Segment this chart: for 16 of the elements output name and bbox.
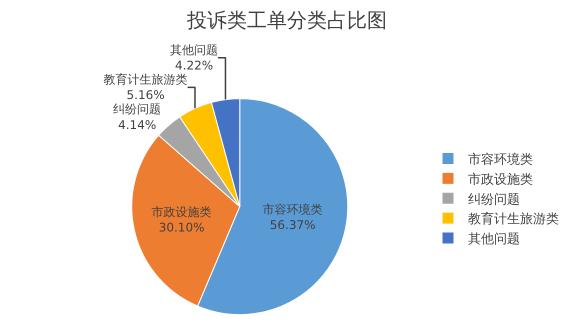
data-label: 30.10% [158, 220, 204, 235]
data-label: 4.14% [118, 118, 156, 132]
data-label: 56.37% [270, 218, 316, 232]
data-label: 5.16% [126, 88, 165, 102]
slice-label: 纠纷问题 [113, 102, 162, 116]
legend-label: 纠纷问题 [468, 192, 520, 208]
legend-label: 市政设施类 [468, 172, 533, 188]
slice-label: 教育计生旅游类 [104, 72, 188, 87]
slice-label: 市容环境类 [262, 202, 323, 217]
slice-label: 其他问题 [170, 43, 218, 57]
legend-label: 其他问题 [468, 232, 520, 248]
legend-label: 市容环境类 [468, 152, 533, 168]
chart-title: 投诉类工单分类占比图 [186, 8, 387, 32]
legend-label: 教育计生旅游类 [468, 211, 559, 228]
data-label: 4.22% [175, 58, 214, 73]
slice-label: 市政设施类 [152, 205, 212, 220]
